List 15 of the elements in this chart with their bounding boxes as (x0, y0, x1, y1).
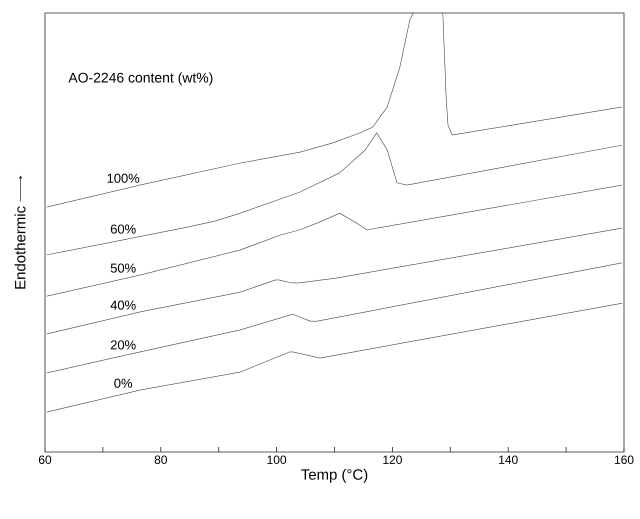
annotation: AO-2246 content (wt%) (68, 72, 212, 86)
series-label: 40% (110, 300, 136, 310)
series-label: 100% (108, 174, 140, 183)
y-axis-title: Endothermic (14, 206, 26, 289)
x-tick-label: 160 (614, 456, 634, 464)
x-tick-label: 60 (38, 456, 52, 464)
series-label: 50% (110, 264, 136, 273)
series-label: 60% (110, 224, 136, 234)
series-label: 0% (114, 378, 132, 388)
x-tick-label: 120 (383, 456, 402, 464)
x-axis-title: Temp (°C) (301, 468, 368, 483)
x-tick-label: 80 (154, 456, 167, 464)
x-tick-label: 140 (499, 456, 518, 464)
series-label: 20% (110, 340, 136, 350)
x-tick-label: 100 (268, 456, 286, 464)
